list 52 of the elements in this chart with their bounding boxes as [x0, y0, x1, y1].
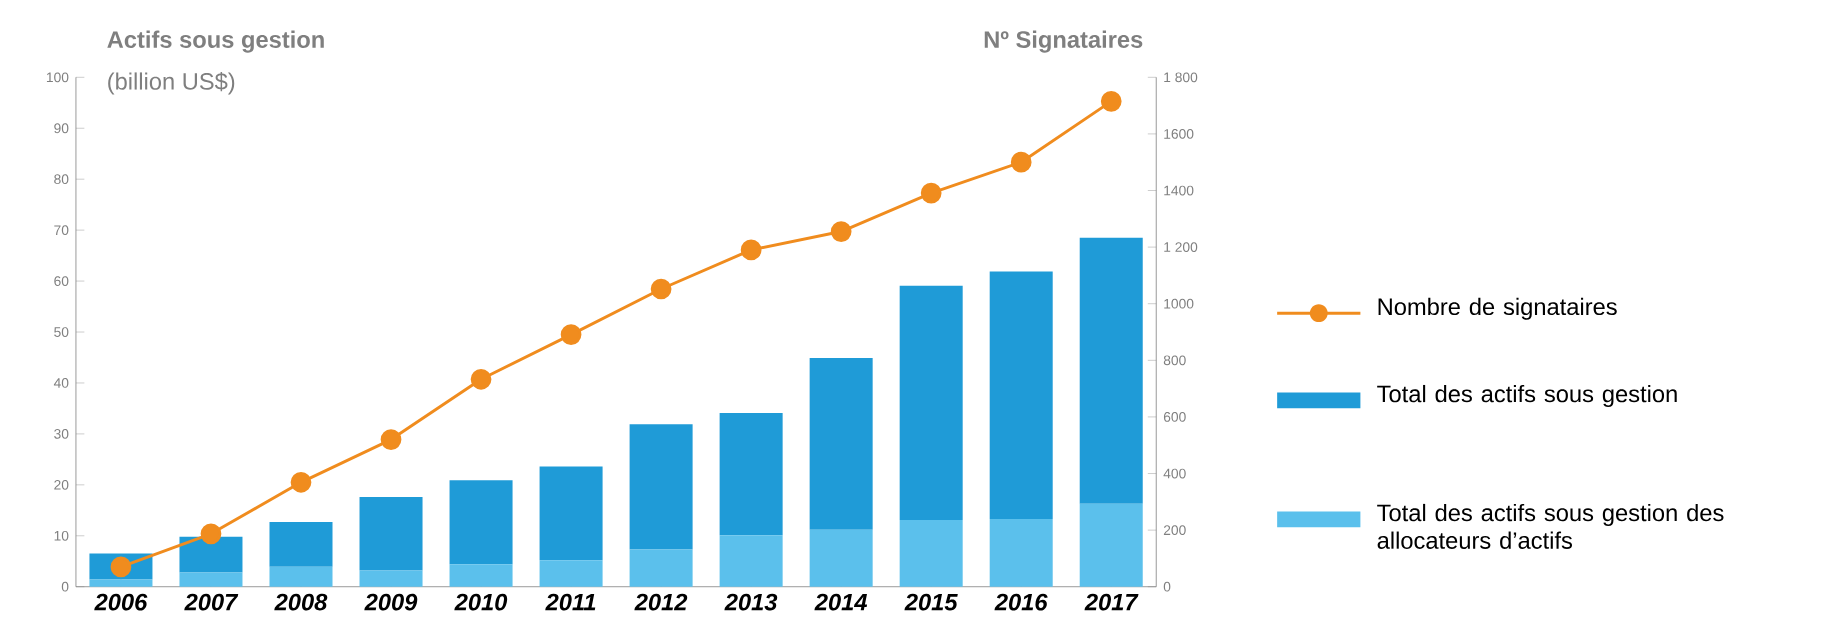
bar — [809, 357, 873, 530]
point — [470, 368, 492, 390]
x-tick-label: 2014 — [814, 593, 868, 611]
point — [1100, 90, 1122, 112]
x-tick-label: 2012 — [634, 593, 688, 611]
bar — [719, 535, 783, 587]
bar — [629, 549, 693, 587]
x-tick-label: 2010 — [454, 593, 508, 611]
bar — [449, 564, 513, 587]
legend-label: Nombre de signataires — [1378, 297, 1617, 320]
point — [650, 278, 672, 300]
x-tick-label: 2006 — [94, 593, 148, 611]
point — [200, 523, 222, 545]
bar — [179, 536, 243, 573]
bar — [719, 412, 783, 536]
bar — [89, 579, 153, 587]
bar — [629, 424, 693, 550]
x-tick-label: 2015 — [904, 593, 958, 611]
bar — [179, 572, 243, 587]
point — [740, 239, 762, 261]
bar — [449, 480, 513, 565]
bar — [899, 519, 963, 587]
x-tick-label: 2009 — [364, 593, 418, 611]
chart-subtitle: (billion US$) — [108, 71, 235, 95]
y-axis-title: Actifs sous gestion — [107, 30, 324, 53]
legend-label: Total des actifs sous gestion — [1377, 384, 1677, 407]
bar — [1079, 237, 1143, 504]
x-tick-label: 2008 — [274, 593, 328, 611]
x-tick-label: 2016 — [994, 593, 1048, 611]
point — [560, 324, 582, 345]
bar — [539, 466, 603, 561]
point — [830, 221, 852, 242]
bar — [539, 560, 603, 587]
bar — [269, 566, 333, 587]
bar — [989, 271, 1053, 519]
y2-axis-title: Nº Signataires — [984, 30, 1143, 53]
x-tick-label: 2011 — [545, 593, 596, 611]
bar — [809, 529, 873, 587]
bar — [359, 570, 423, 587]
x-tick-label: 2007 — [184, 593, 239, 611]
x-tick-label: 2013 — [724, 593, 778, 611]
x-tick-label: 2017 — [1084, 593, 1139, 611]
bar — [269, 521, 333, 567]
bar — [899, 285, 963, 520]
bar — [359, 496, 423, 571]
point — [380, 429, 402, 450]
bar — [989, 518, 1053, 587]
bar — [1079, 503, 1143, 587]
point — [290, 471, 312, 493]
legend-label: Total des actifs sous gestion des allocateurs d’actifs — [1377, 503, 1724, 549]
point — [1010, 151, 1032, 173]
point — [920, 182, 942, 204]
